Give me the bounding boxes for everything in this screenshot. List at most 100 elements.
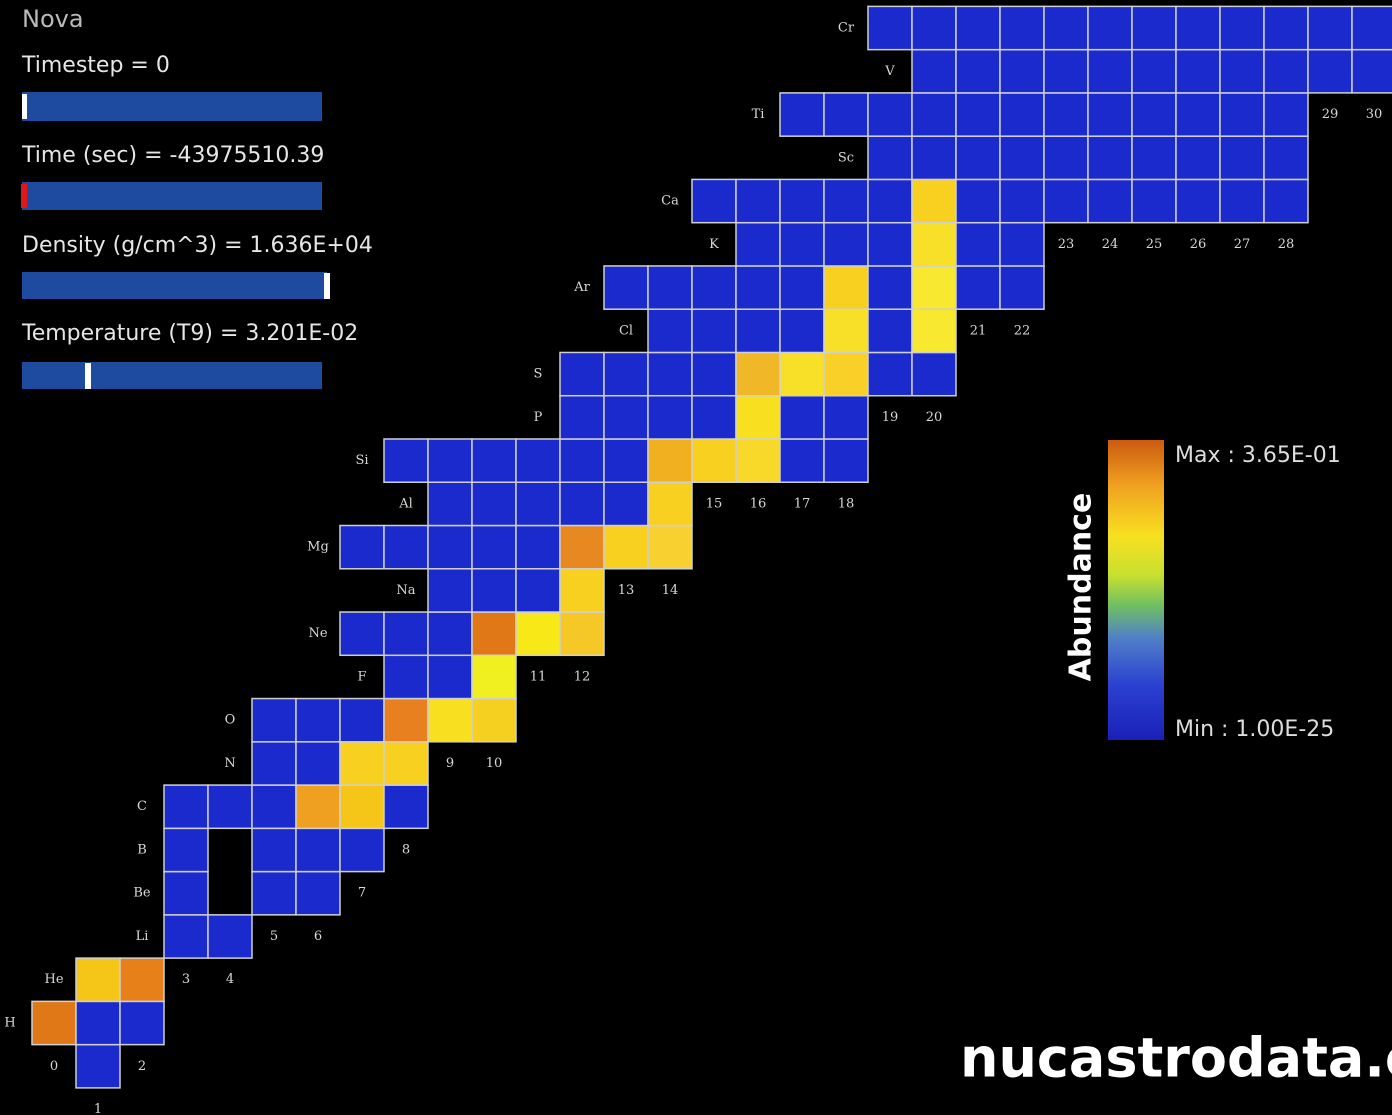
slider-knob[interactable] [324,273,330,299]
nuclide-cell [1219,92,1265,137]
neutron-label: 11 [530,669,547,684]
nuclide-cell [1219,135,1265,181]
nuclide-cell [1175,135,1221,181]
nuclide-cell [867,5,913,51]
nuclide-cell [383,741,429,786]
nuclide-cell [427,654,473,700]
neutron-label: 23 [1058,237,1075,252]
nuclide-cell [867,308,913,354]
nuclide-cell [735,308,781,354]
nuclide-cell [515,568,561,613]
neutron-label: 1 [94,1102,102,1115]
nuclide-cell [1043,48,1089,94]
nuclide-cell [1175,5,1221,51]
nuclide-cell [1263,135,1309,181]
nuclide-cell [867,135,913,181]
nuclide-cell [383,654,429,700]
nuclide-cell [1043,5,1089,51]
nuclide-cell [999,48,1045,94]
nuclide-cell [471,524,517,570]
nuclide-cell [251,784,297,830]
nuclide-cell [779,92,825,137]
nuclide-cell [603,438,649,483]
nuclide-cell [955,5,1001,51]
element-label: F [357,669,366,684]
neutron-label: 8 [402,842,410,857]
nuclide-cell [1307,5,1353,51]
nuclide-cell [647,524,693,570]
nuclide-cell [559,394,605,440]
nuclide-cell [207,784,253,830]
nuclide-cell [427,611,473,657]
nuclide-cell [1263,178,1309,224]
element-label: Al [398,496,413,511]
nuclide-cell [911,308,957,354]
nuclide-cell [1263,92,1309,137]
element-label: Na [396,583,415,598]
nuclide-cell [735,438,781,483]
nuclide-cell [383,524,429,570]
nuclide-cell [779,438,825,483]
nuclide-cell [691,351,737,397]
nuclide-cell [207,914,253,959]
element-label: Ne [308,626,327,641]
nuclide-cell [1087,135,1133,181]
slider-track[interactable] [22,362,322,389]
nuclide-cell [823,308,869,354]
nuclide-cell [295,870,341,916]
nuclide-cell [471,654,517,700]
colorbar [1108,440,1164,740]
nuclide-cell [295,784,341,830]
neutron-label: 24 [1102,237,1119,252]
nuclide-cell [1087,178,1133,224]
slider-track[interactable] [22,92,322,121]
nuclide-cell [779,178,825,224]
neutron-label: 25 [1146,237,1163,252]
nuclide-cell [471,568,517,613]
nuclide-cell [1043,92,1089,137]
nuclide-cell [31,1000,77,1046]
neutron-label: 26 [1190,237,1207,252]
slider-track[interactable] [22,272,327,299]
neutron-label: 20 [926,410,943,425]
slider-knob[interactable] [22,94,27,119]
nuclide-cell [911,265,957,310]
nuclide-cell [295,827,341,873]
nuclide-cell [515,481,561,527]
slider-knob[interactable] [21,184,27,208]
nuclide-cell [955,48,1001,94]
nuclide-cell [339,784,385,830]
nuclide-cell [955,221,1001,267]
nuclide-cell [75,957,121,1003]
element-label: K [709,237,719,252]
nuclide-cell [1131,48,1177,94]
nuclide-cell [779,308,825,354]
element-label: C [137,799,147,814]
nuclide-cell [735,221,781,267]
nuclide-cell [1087,48,1133,94]
element-label: Cr [838,21,855,36]
nuclide-cell [823,394,869,440]
control-label: Temperature (T9) = 3.201E-02 [21,321,358,346]
nuclide-cell [735,351,781,397]
nuclide-cell [779,221,825,267]
nuclide-cell [1175,92,1221,137]
nuclide-cell [735,265,781,310]
slider-track[interactable] [22,182,322,210]
element-label: Si [355,453,368,468]
nuclide-cell [251,870,297,916]
element-label: B [137,842,147,857]
nuclide-cell [691,178,737,224]
element-label: N [224,756,235,771]
nuclide-cell [383,697,429,743]
nuclide-cell [1087,5,1133,51]
nuclide-cell [999,92,1045,137]
nuclide-cell [471,611,517,657]
nuclide-cell [427,697,473,743]
nuclide-cell [1131,5,1177,51]
slider-knob[interactable] [85,363,91,389]
nuclide-cell [911,351,957,397]
neutron-label: 6 [314,929,322,944]
nuclide-cell [339,741,385,786]
